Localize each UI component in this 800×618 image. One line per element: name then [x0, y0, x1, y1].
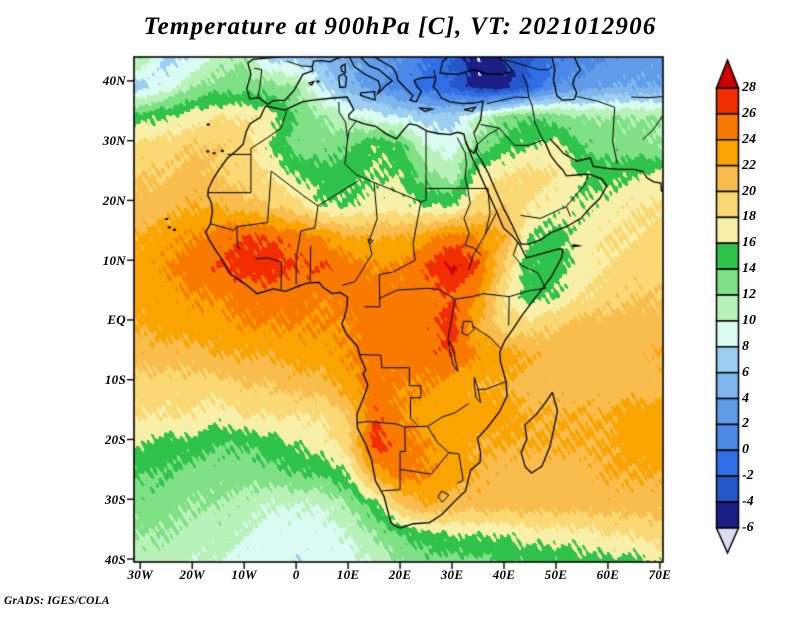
lat-tick-label-10S: 10S — [104, 372, 126, 388]
lon-tick-label-40E: 40E — [492, 567, 516, 582]
lon-tick-label-10W: 10W — [231, 567, 257, 582]
lon-tick-label-30W: 30W — [127, 567, 153, 582]
plot-title: Temperature at 900hPa [C], VT: 202101290… — [143, 13, 657, 40]
colorbar-label-20: 20 — [742, 183, 756, 199]
lat-tick-label-30S: 30S — [104, 491, 126, 507]
colorbar-label-0: 0 — [742, 442, 749, 458]
lon-tick-label-60E: 60E — [596, 567, 620, 582]
colorbar-label-8: 8 — [742, 338, 749, 354]
colorbar-label-28: 28 — [742, 80, 756, 95]
colorbar-label-18: 18 — [742, 209, 756, 225]
lon-tick-label-30E: 30E — [440, 567, 464, 582]
colorbar-label-12: 12 — [742, 287, 756, 303]
lon-tick-label-10E: 10E — [336, 567, 360, 582]
lat-tick-label-10N: 10N — [102, 252, 126, 268]
lat-tick-label-20S: 20S — [104, 431, 126, 447]
lat-tick-label-EQ: EQ — [107, 312, 126, 328]
lat-tick-label-30N: 30N — [102, 133, 126, 149]
colorbar-label--2: -2 — [742, 468, 754, 484]
colorbar-label-14: 14 — [742, 261, 756, 277]
colorbar-label-22: 22 — [742, 157, 756, 173]
lon-tick-label-50E: 50E — [544, 567, 568, 582]
colorbar-label-4: 4 — [742, 390, 749, 406]
colorbar-label-10: 10 — [742, 312, 756, 328]
colorbar-label-26: 26 — [742, 105, 756, 121]
colorbar-label-16: 16 — [742, 235, 756, 251]
lat-tick-label-40N: 40N — [102, 73, 126, 89]
colorbar-label--6: -6 — [742, 519, 754, 535]
lon-tick-label-70E: 70E — [648, 567, 672, 582]
colorbar-label-2: 2 — [742, 416, 749, 432]
lon-tick-label-20W: 20W — [179, 567, 205, 582]
lat-tick-label-20N: 20N — [102, 192, 126, 208]
colorbar-label-6: 6 — [742, 364, 749, 380]
colorbar-label-24: 24 — [742, 131, 756, 147]
credit-text: GrADS: IGES/COLA — [4, 595, 110, 607]
lon-tick-label-0: 0 — [292, 567, 300, 582]
lon-tick-label-20E: 20E — [388, 567, 412, 582]
colorbar-label--4: -4 — [742, 494, 754, 510]
lat-tick-label-40S: 40S — [104, 551, 126, 567]
